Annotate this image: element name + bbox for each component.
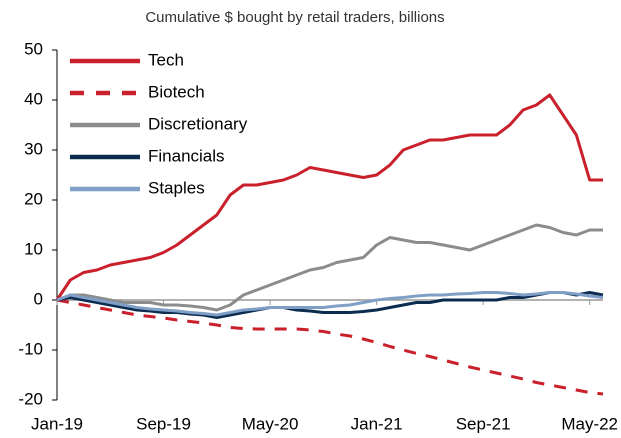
x-tick-label: May-22 [561, 414, 618, 433]
x-tick-label: Jan-21 [351, 414, 403, 433]
y-tick-label: 20 [24, 189, 43, 208]
legend-label: Staples [148, 178, 205, 197]
line-series [56, 223, 603, 312]
chart-title: Cumulative $ bought by retail traders, b… [145, 9, 444, 26]
y-tick-label: 10 [24, 239, 43, 258]
y-tick-label: 30 [24, 139, 43, 158]
line-series [55, 93, 603, 301]
line-series [56, 298, 604, 396]
line-series [56, 291, 604, 319]
legend-label: Tech [148, 50, 184, 69]
x-tick-label: Sep-19 [136, 414, 191, 433]
x-tick-label: Jan-19 [31, 414, 83, 433]
legend-label: Discretionary [148, 114, 248, 133]
y-tick-label: 50 [24, 39, 43, 58]
line-series [56, 291, 604, 317]
y-tick-label: -20 [18, 389, 43, 408]
y-tick-label: -10 [18, 339, 43, 358]
x-tick-label: May-20 [242, 414, 299, 433]
x-tick-label: Sep-21 [456, 414, 511, 433]
y-tick-label: 40 [24, 89, 43, 108]
legend-label: Biotech [148, 82, 205, 101]
y-tick-label: 0 [34, 289, 43, 308]
legend-label: Financials [148, 146, 225, 165]
